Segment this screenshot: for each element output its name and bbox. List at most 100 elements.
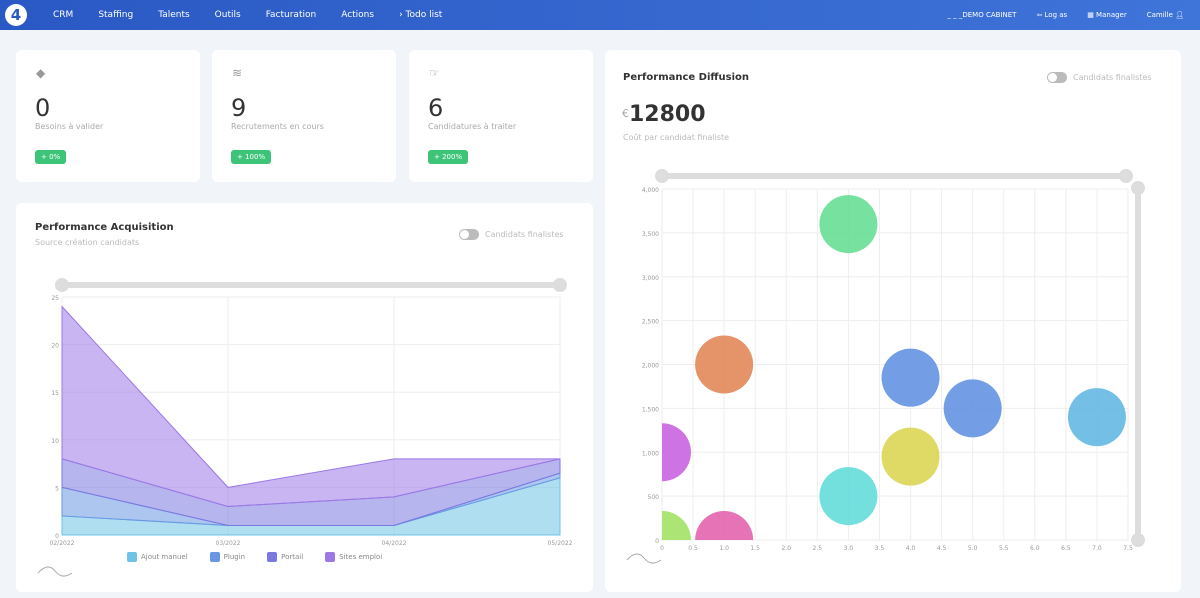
x-tick-label: 0 [660,545,664,552]
top-navbar: 4 CRM Staffing Talents Outils Facturatio… [0,0,1200,30]
x-tick-label: 02/2022 [50,540,75,547]
nav-facturation[interactable]: Facturation [265,10,317,20]
x-tick-label: 03/2022 [216,540,241,547]
slider-handle-right[interactable] [1119,169,1133,183]
bubble-point [819,195,878,254]
x-tick-label: 3.5 [875,545,885,552]
y-tick-label: 500 [648,494,660,501]
stat-card-besoins: ◆ 0 Besoins à valider + 0% [16,50,200,182]
chart-brand-icon [37,566,73,577]
log-as-label: Log as [1044,11,1068,19]
y-tick-label: 1,000 [642,450,659,457]
currency-symbol: € [622,107,629,120]
acquisition-title: Performance Acquisition [35,222,174,233]
cost-number: 12800 [629,102,706,127]
x-tick-label: 4.0 [906,545,916,552]
y-tick-label: 2,000 [642,363,659,370]
acquisition-area-chart: 0 5 10 15 20 25 02/2022 03/2022 04/2022 05/2022 [37,278,573,577]
login-icon: ⇦ [1036,11,1045,19]
grid-icon: ▦ [1087,11,1097,19]
stat-label: Besoins à valider [35,122,104,131]
toggle-switch[interactable] [459,229,479,240]
x-tick-label: 6.5 [1061,545,1071,552]
y-tick-label: 25 [51,295,59,302]
diffusion-finalistes-toggle[interactable]: Candidats finalistes [1047,72,1152,83]
stat-badge: + 0% [35,150,67,164]
toggle-label: Candidats finalistes [1073,73,1152,82]
stat-card-candidatures: ☞ 6 Candidatures à traiter + 200% [409,50,593,182]
stat-badge: + 100% [231,150,272,164]
stat-label: Recrutements en cours [231,122,324,131]
x-tick-label: 5.0 [968,545,978,552]
x-tick-label: 3.0 [844,545,854,552]
x-tick-label: 5.5 [999,545,1009,552]
stat-value: 9 [231,94,247,122]
slider-handle-bottom[interactable] [1131,533,1145,547]
legend-item[interactable]: Plugin [209,552,245,562]
stat-card-recrutements: ≋ 9 Recrutements en cours + 100% [212,50,396,182]
acquisition-legend: Ajout manuel Plugin Portail Sites emploi [127,552,382,562]
x-tick-label: 1.5 [750,545,760,552]
user-icon: 👤︎ [1175,11,1184,19]
toggle-label: Candidats finalistes [485,230,564,239]
slider-handle-left[interactable] [655,169,669,183]
x-tick-label: 7.5 [1123,545,1133,552]
bubble-point [662,423,691,482]
toggle-switch[interactable] [1047,72,1067,83]
acquisition-finalistes-toggle[interactable]: Candidats finalistes [459,229,564,240]
bubble-point [881,427,940,486]
thumb-icon: ☞ [429,66,440,80]
nav-talents[interactable]: Talents [158,10,190,20]
stat-label: Candidatures à traiter [428,122,517,131]
nav-staffing[interactable]: Staffing [98,10,134,20]
x-tick-label: 04/2022 [382,540,407,547]
bubble-point [1067,388,1126,447]
area-series-sites-emploi [61,305,561,507]
y-tick-label: 10 [51,438,59,445]
cost-value: € 12800 [622,102,706,127]
user-name: Camille [1146,11,1173,19]
bubble-point [695,335,754,394]
acquisition-subtitle: Source création candidats [35,238,140,247]
slider-handle-left[interactable] [55,278,69,292]
y-tick-label: 20 [51,343,59,350]
y-tick-label: 5 [55,485,59,492]
slider-handle-right[interactable] [553,278,567,292]
bubble-point [943,379,1002,438]
stat-badge: + 200% [428,150,469,164]
y-tick-label: 3,000 [642,275,659,282]
x-tick-label: 1.0 [719,545,729,552]
layers-icon: ◆ [36,66,46,80]
diffusion-subtitle: Coût par candidat finaliste [623,133,730,142]
log-as-link[interactable]: ⇦ Log as [1036,11,1067,19]
stat-value: 6 [428,94,444,122]
nav-actions[interactable]: Actions [341,10,375,20]
stat-value: 0 [35,94,51,122]
nav-outils[interactable]: Outils [214,10,241,20]
x-tick-label: 4.5 [937,545,947,552]
bubble-point [881,348,940,407]
manager-link[interactable]: ▦ Manager [1087,11,1127,19]
chart-brand-icon [626,553,662,564]
legend-item[interactable]: Portail [267,552,303,562]
x-tick-label: 2.0 [781,545,791,552]
y-tick-label: 15 [51,390,59,397]
user-menu[interactable]: Camille 👤︎ [1147,11,1184,19]
legend-item[interactable]: Sites emploi [325,552,382,562]
bubble-point [695,511,754,540]
x-tick-label: 6.0 [1030,545,1040,552]
diffusion-title: Performance Diffusion [623,72,749,83]
nav-todo-list[interactable]: › Todo list [399,10,443,20]
app-logo[interactable]: 4 [5,4,27,26]
cabinet-name[interactable]: _ _ _DEMO CABINET [947,11,1017,19]
y-tick-label: 3,500 [642,231,659,238]
y-tick-label: 2,500 [642,319,659,326]
nav-crm[interactable]: CRM [53,10,74,20]
x-tick-label: 7.0 [1092,545,1102,552]
y-tick-label: 4,000 [642,187,659,194]
y-tick-label: 0 [655,538,659,545]
bubble-point [819,467,878,526]
legend-item[interactable]: Ajout manuel [127,552,188,562]
slider-handle-top[interactable] [1131,181,1145,195]
